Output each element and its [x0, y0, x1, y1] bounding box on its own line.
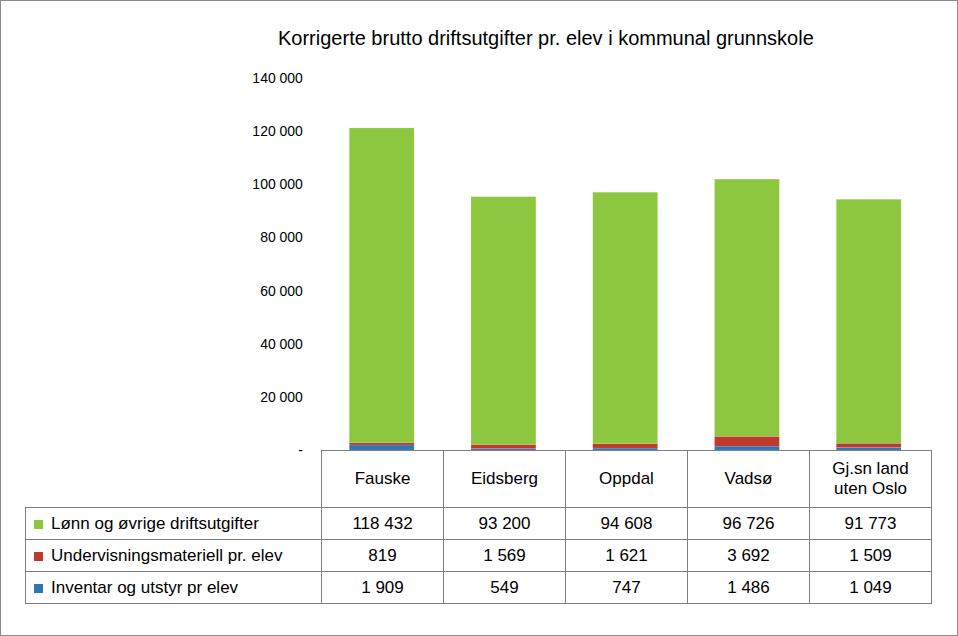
html-text:Inventar og utstyr pr elev: Inventar og utstyr pr elev: [51, 577, 239, 597]
svg-text:-: -: [298, 442, 303, 452]
html-text:819: 819: [368, 545, 397, 565]
html-text:94 608: 94 608: [600, 513, 653, 533]
html-text:1 509: 1 509: [849, 545, 892, 565]
html-text:Korrigerte brutto driftsutgift: Korrigerte brutto driftsutgifter pr. ele…: [278, 27, 814, 49]
html-text:1 621: 1 621: [605, 545, 648, 565]
html-text:91 773: 91 773: [844, 513, 897, 533]
html-text:1 909: 1 909: [361, 577, 404, 597]
html-text:Oppdal: Oppdal: [599, 469, 654, 488]
html-text:Eidsberg: Eidsberg: [470, 469, 538, 488]
svg-text:60 000: 60 000: [260, 283, 303, 299]
html-text:549: 549: [490, 577, 519, 597]
html-text:1 486: 1 486: [727, 577, 770, 597]
html-text:1 569: 1 569: [483, 545, 526, 565]
svg-text:100 000: 100 000: [252, 176, 303, 192]
html-text:Fauske: Fauske: [354, 469, 411, 488]
html-text:Undervisningsmateriell pr. ele: Undervisningsmateriell pr. elev: [51, 545, 283, 565]
html-text:747: 747: [612, 577, 641, 597]
svg-text:20 000: 20 000: [260, 389, 303, 405]
html-text:Lønn og øvrige driftsutgifter: Lønn og øvrige driftsutgifter: [51, 513, 259, 533]
html-text:Vadsø: Vadsø: [724, 469, 773, 488]
html-text:3 692: 3 692: [727, 545, 770, 565]
html-text:96 726: 96 726: [722, 513, 775, 533]
svg-text:120 000: 120 000: [252, 123, 303, 139]
html-text:118 432: 118 432: [352, 513, 413, 533]
html-text:93 200: 93 200: [478, 513, 531, 533]
svg-text:140 000: 140 000: [252, 70, 303, 86]
html-text:Gj.sn land uten Oslo: Gj.sn land uten Oslo: [832, 459, 909, 498]
svg-text:40 000: 40 000: [260, 336, 303, 352]
html-text:1 049: 1 049: [849, 577, 892, 597]
svg-text:80 000: 80 000: [260, 229, 303, 245]
